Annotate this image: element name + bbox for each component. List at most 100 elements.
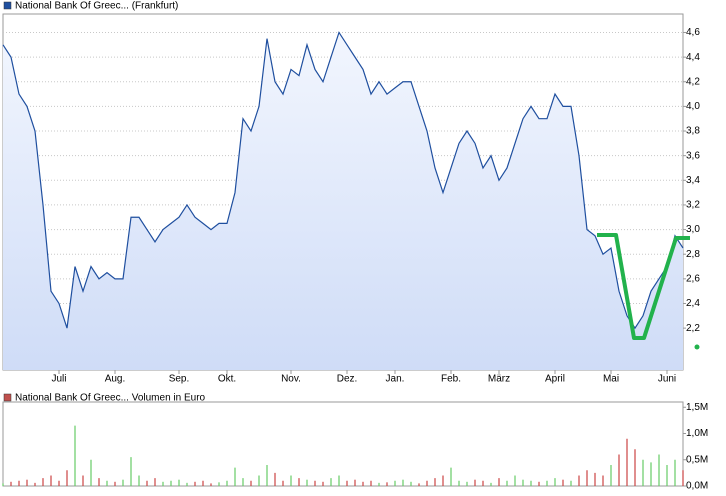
volume-bar: [154, 478, 156, 486]
y-tick-label: 1,0M: [686, 428, 708, 439]
volume-bar: [394, 480, 396, 486]
volume-bar: [570, 480, 572, 486]
volume-bar: [434, 478, 436, 486]
y-tick-label: 3,2: [686, 200, 700, 211]
volume-bar: [218, 482, 220, 486]
y-tick-label: 0,0M: [686, 481, 708, 492]
volume-bar: [490, 482, 492, 486]
volume-bar: [42, 478, 44, 486]
y-tick-label: 2,8: [686, 249, 700, 260]
volume-bar: [410, 481, 412, 486]
volume-bar: [106, 480, 108, 486]
y-tick-label: 1,5M: [686, 402, 708, 413]
y-tick-label: 2,6: [686, 273, 700, 284]
volume-bar: [666, 465, 668, 486]
annotation-dot: [694, 344, 700, 350]
volume-bar: [10, 481, 12, 486]
volume-bar: [546, 480, 548, 486]
volume-bar: [290, 475, 292, 486]
volume-bar: [266, 465, 268, 486]
volume-bar: [66, 470, 68, 486]
volume-bar: [378, 482, 380, 486]
y-tick-label: 3,6: [686, 150, 700, 161]
legend-label: National Bank Of Greec... (Frankfurt): [15, 1, 178, 12]
volume-bar: [146, 480, 148, 486]
volume-bar: [610, 465, 612, 486]
price-area: [3, 32, 683, 370]
legend-label: National Bank Of Greec... Volumen in Eur…: [15, 393, 206, 404]
volume-bar: [450, 467, 452, 486]
y-tick-label: 4,0: [686, 101, 700, 112]
volume-bar: [626, 438, 628, 486]
volume-bar: [402, 479, 404, 486]
volume-bar: [298, 478, 300, 486]
y-tick-label: 4,2: [686, 76, 700, 87]
volume-bar: [594, 472, 596, 486]
volume-bar: [338, 475, 340, 486]
volume-frame: [2, 401, 684, 487]
volume-bar: [498, 478, 500, 486]
y-tick-label: 3,8: [686, 126, 700, 137]
volume-bar: [458, 480, 460, 486]
volume-bar: [650, 462, 652, 486]
drawn-annotation: [597, 233, 690, 340]
y-tick-label: 3,0: [686, 224, 700, 235]
volume-bar: [282, 480, 284, 486]
volume-bar: [18, 480, 20, 486]
x-tick-label: Dez.: [337, 374, 358, 385]
volume-bar: [162, 481, 164, 486]
volume-bar: [234, 467, 236, 486]
volume-bar: [538, 481, 540, 486]
volume-bar: [362, 481, 364, 486]
x-tick-label: Mai: [603, 374, 619, 385]
volume-bar: [474, 479, 476, 486]
volume-bar: [354, 479, 356, 486]
volume-bar: [74, 425, 76, 486]
volume-bar: [482, 480, 484, 486]
volume-bar: [370, 480, 372, 486]
volume-bar: [562, 479, 564, 486]
volume-bar: [34, 482, 36, 486]
volume-bar: [122, 479, 124, 486]
volume-bar: [194, 481, 196, 486]
volume-bar: [330, 478, 332, 486]
y-tick-label: 2,2: [686, 323, 700, 334]
volume-bar: [322, 481, 324, 486]
volume-bar: [578, 475, 580, 486]
volume-bar: [674, 459, 676, 486]
volume-bar: [634, 449, 636, 486]
volume-bar: [514, 475, 516, 486]
volume-bar: [210, 483, 212, 486]
y-tick-label: 2,4: [686, 298, 700, 309]
volume-bar: [618, 454, 620, 486]
volume-bar: [26, 479, 28, 486]
y-tick-label: 4,6: [686, 27, 700, 38]
volume-bar: [642, 459, 644, 486]
y-tick-label: 0,5M: [686, 454, 708, 465]
volume-bar: [506, 480, 508, 486]
volume-bar: [314, 480, 316, 486]
volume-bar: [346, 480, 348, 486]
volume-bar: [58, 480, 60, 486]
volume-bar: [202, 480, 204, 486]
volume-bar: [130, 457, 132, 486]
volume-bar: [138, 475, 140, 486]
volume-bar: [186, 482, 188, 486]
legend-swatch: [3, 393, 12, 402]
volume-bar: [442, 475, 444, 486]
volume-bar: [554, 478, 556, 486]
x-tick-label: Aug.: [105, 374, 126, 385]
volume-bar: [586, 470, 588, 486]
x-tick-label: Okt.: [218, 374, 236, 385]
volume-bar: [258, 475, 260, 486]
volume-bar: [530, 480, 532, 486]
x-tick-label: April: [545, 374, 565, 385]
volume-bar: [466, 481, 468, 486]
volume-bar: [274, 472, 276, 486]
volume-bar: [98, 478, 100, 486]
volume-bar: [226, 480, 228, 486]
x-tick-label: Nov.: [281, 374, 301, 385]
volume-bar: [82, 475, 84, 486]
volume-bar: [602, 475, 604, 486]
